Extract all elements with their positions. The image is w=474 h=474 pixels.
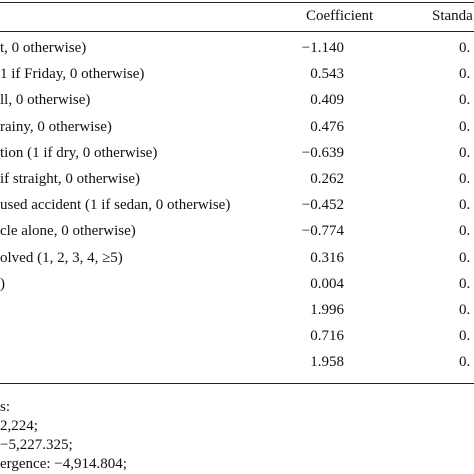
table-row: olved (1, 2, 3, 4, ≥5) 0.316 0. bbox=[0, 246, 474, 272]
standard-error-value: 0. bbox=[459, 144, 471, 161]
table-note-line: ergence: −4,914.804; bbox=[0, 456, 127, 472]
coefficient-value: −0.452 bbox=[301, 197, 344, 214]
variable-label: ll, 0 otherwise) bbox=[0, 92, 91, 109]
standard-error-value: 0. bbox=[459, 223, 471, 240]
table-note-line: s: bbox=[0, 399, 11, 415]
table-row: used accident (1 if sedan, 0 otherwise) −… bbox=[0, 193, 474, 219]
coefficient-value: 1.996 bbox=[310, 301, 344, 318]
header-standard-error: Standa bbox=[432, 8, 473, 24]
table-body: t, 0 otherwise) −1.140 0. 1 if Friday, 0 ot… bbox=[0, 36, 474, 376]
coefficient-value: 0.262 bbox=[310, 170, 344, 187]
standard-error-value: 0. bbox=[459, 354, 471, 371]
table-bottom-rule bbox=[0, 383, 474, 384]
standard-error-value: 0. bbox=[459, 118, 471, 135]
standard-error-value: 0. bbox=[459, 40, 471, 56]
coefficient-value: 0.004 bbox=[310, 275, 344, 292]
standard-error-value: 0. bbox=[459, 328, 471, 345]
table-row: t, 0 otherwise) −1.140 0. bbox=[0, 36, 474, 62]
standard-error-value: 0. bbox=[459, 249, 471, 266]
coefficient-value: 0.409 bbox=[310, 92, 344, 109]
table-row: 1 if Friday, 0 otherwise) 0.543 0. bbox=[0, 62, 474, 88]
variable-label: t, 0 otherwise) bbox=[0, 40, 87, 56]
table-row: rainy, 0 otherwise) 0.476 0. bbox=[0, 115, 474, 141]
standard-error-value: 0. bbox=[459, 301, 471, 318]
coefficient-value: 0.316 bbox=[310, 249, 344, 266]
variable-label: if straight, 0 otherwise) bbox=[0, 170, 140, 187]
coefficient-value: 1.958 bbox=[310, 354, 344, 371]
table-row: ll, 0 otherwise) 0.409 0. bbox=[0, 88, 474, 114]
variable-label: cle alone, 0 otherwise) bbox=[0, 223, 136, 240]
table-top-rule bbox=[0, 2, 474, 3]
table-note-line: 2,224; bbox=[0, 418, 38, 434]
table-note-line: −5,227.325; bbox=[0, 437, 73, 453]
standard-error-value: 0. bbox=[459, 170, 471, 187]
coefficient-value: −0.639 bbox=[301, 144, 344, 161]
table-row: 1.996 0. bbox=[0, 298, 474, 324]
variable-label: tion (1 if dry, 0 otherwise) bbox=[0, 144, 158, 161]
variable-label: rainy, 0 otherwise) bbox=[0, 118, 112, 135]
table-row: if straight, 0 otherwise) 0.262 0. bbox=[0, 167, 474, 193]
coefficient-value: 0.716 bbox=[310, 328, 344, 345]
coefficient-value: −1.140 bbox=[301, 40, 344, 56]
variable-label: 1 if Friday, 0 otherwise) bbox=[0, 66, 145, 83]
coefficient-value: −0.774 bbox=[301, 223, 344, 240]
standard-error-value: 0. bbox=[459, 275, 471, 292]
table-row: ) 0.004 0. bbox=[0, 272, 474, 298]
table-row: 0.716 0. bbox=[0, 324, 474, 350]
table-row: tion (1 if dry, 0 otherwise) −0.639 0. bbox=[0, 141, 474, 167]
variable-label: olved (1, 2, 3, 4, ≥5) bbox=[0, 249, 123, 266]
standard-error-value: 0. bbox=[459, 66, 471, 83]
table-header-rule bbox=[0, 31, 474, 32]
coefficient-value: 0.543 bbox=[310, 66, 344, 83]
header-coefficient: Coefficient bbox=[306, 8, 374, 24]
table-notes: s: 2,224; −5,227.325; ergence: −4,914.804; bbox=[0, 398, 474, 474]
variable-label: ) bbox=[0, 275, 5, 292]
table-row: 1.958 0. bbox=[0, 350, 474, 376]
coefficient-value: 0.476 bbox=[310, 118, 344, 135]
table-row: cle alone, 0 otherwise) −0.774 0. bbox=[0, 219, 474, 245]
standard-error-value: 0. bbox=[459, 197, 471, 214]
variable-label: used accident (1 if sedan, 0 otherwise) bbox=[0, 197, 231, 214]
standard-error-value: 0. bbox=[459, 92, 471, 109]
